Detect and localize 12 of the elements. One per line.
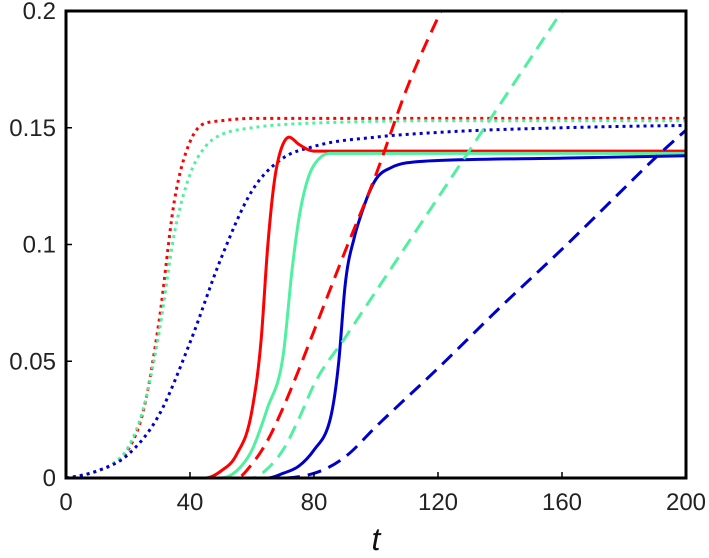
y-tick-label: 0.2: [22, 0, 56, 25]
x-tick-label: 120: [418, 489, 458, 516]
x-tick-label: 40: [176, 489, 204, 516]
y-tick-label: 0.05: [9, 348, 56, 376]
y-tick-label: 0: [42, 465, 56, 492]
x-tick-label: 80: [300, 489, 328, 516]
y-tick-label: 0.15: [9, 114, 56, 142]
x-tick-label: 200: [666, 489, 706, 516]
x-tick-label: 0: [59, 489, 73, 516]
y-tick-label: 0.1: [22, 232, 56, 258]
x-axis-title: t: [372, 521, 382, 557]
x-tick-label: 160: [542, 489, 582, 516]
